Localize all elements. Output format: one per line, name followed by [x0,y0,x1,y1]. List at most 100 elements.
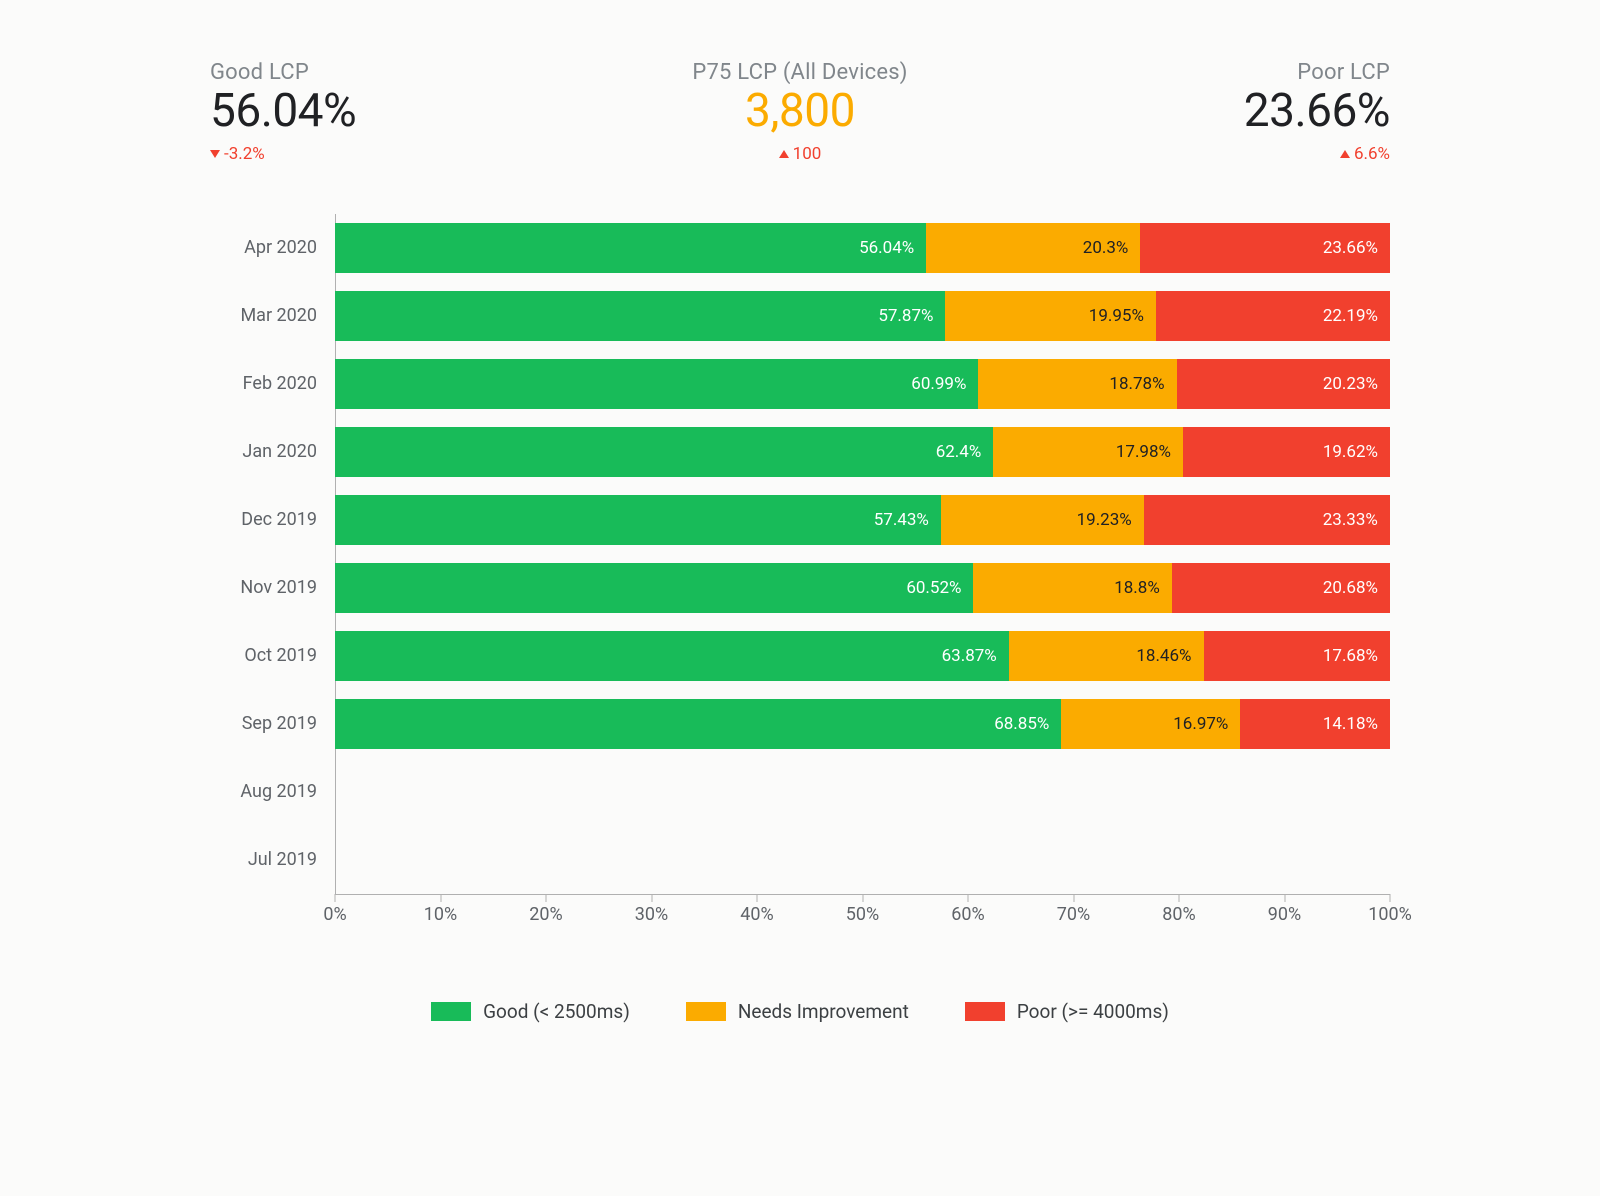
metric-poor-lcp: Poor LCP 23.66% 6.6% [1244,60,1390,164]
chart-row: Apr 202056.04%20.3%23.66% [210,214,1390,282]
row-label: Dec 2019 [210,509,335,530]
x-tick-label: 20% [529,904,562,925]
row-label: Apr 2020 [210,237,335,258]
chart-row: Mar 202057.87%19.95%22.19% [210,282,1390,350]
metric-value: 56.04% [210,85,356,138]
arrow-down-icon [210,150,220,158]
legend-swatch [686,1002,726,1021]
metric-delta-text: -3.2% [224,144,265,164]
x-tick-mark [968,894,969,902]
bar-segment-poor: 23.66% [1140,223,1390,273]
chart-legend: Good (< 2500ms) Needs Improvement Poor (… [210,1000,1390,1023]
x-tick-mark [862,894,863,902]
bar-segment-needs: 17.98% [993,427,1183,477]
stacked-bar: 57.43%19.23%23.33% [335,495,1390,545]
row-label: Aug 2019 [210,781,335,802]
row-plot: 57.87%19.95%22.19% [335,282,1390,350]
row-plot: 63.87%18.46%17.68% [335,622,1390,690]
x-tick-mark [1284,894,1285,902]
bar-segment-good: 68.85% [335,699,1061,749]
bar-segment-good: 57.43% [335,495,941,545]
x-tick-mark [651,894,652,902]
x-tick-label: 70% [1057,904,1090,925]
bar-segment-good: 60.52% [335,563,973,613]
metric-delta: 100 [779,144,822,164]
legend-swatch [431,1002,471,1021]
x-tick-mark [335,894,336,902]
stacked-bar: 57.87%19.95%22.19% [335,291,1390,341]
legend-item-poor: Poor (>= 4000ms) [965,1000,1169,1023]
row-label: Jan 2020 [210,441,335,462]
x-tick-label: 30% [635,904,668,925]
bar-segment-needs: 20.3% [926,223,1140,273]
bar-segment-needs: 18.8% [973,563,1171,613]
bar-segment-needs: 19.95% [945,291,1155,341]
bar-segment-good: 60.99% [335,359,978,409]
chart-row: Oct 201963.87%18.46%17.68% [210,622,1390,690]
bar-segment-poor: 20.68% [1172,563,1390,613]
x-tick-label: 100% [1368,904,1412,925]
legend-item-needs-improvement: Needs Improvement [686,1000,909,1023]
bar-segment-needs: 18.46% [1009,631,1204,681]
metric-label: Good LCP [210,60,309,85]
chart-row: Sep 201968.85%16.97%14.18% [210,690,1390,758]
stacked-bar: 60.52%18.8%20.68% [335,563,1390,613]
bar-segment-needs: 16.97% [1061,699,1240,749]
metric-value: 23.66% [1244,85,1390,138]
stacked-bar: 68.85%16.97%14.18% [335,699,1390,749]
metric-label: P75 LCP (All Devices) [692,60,907,85]
chart-row: Aug 2019 [210,758,1390,826]
bar-segment-poor: 17.68% [1204,631,1391,681]
x-tick-label: 50% [846,904,879,925]
metrics-header: Good LCP 56.04% -3.2% P75 LCP (All Devic… [210,60,1390,164]
row-plot [335,826,1390,894]
chart-row: Feb 202060.99%18.78%20.23% [210,350,1390,418]
x-tick-mark [440,894,441,902]
x-tick-mark [1073,894,1074,902]
bar-segment-good: 56.04% [335,223,926,273]
row-plot [335,758,1390,826]
bar-segment-poor: 19.62% [1183,427,1390,477]
bar-segment-poor: 14.18% [1240,699,1390,749]
chart-row: Dec 201957.43%19.23%23.33% [210,486,1390,554]
metric-label: Poor LCP [1297,60,1390,85]
legend-label: Good (< 2500ms) [483,1000,630,1023]
x-tick-mark [757,894,758,902]
row-plot: 57.43%19.23%23.33% [335,486,1390,554]
x-tick-mark [1390,894,1391,902]
row-plot: 62.4%17.98%19.62% [335,418,1390,486]
metric-value: 3,800 [745,85,855,138]
arrow-up-icon [1340,150,1350,158]
x-tick-mark [1179,894,1180,902]
bar-segment-poor: 22.19% [1156,291,1390,341]
bar-segment-good: 57.87% [335,291,945,341]
legend-label: Poor (>= 4000ms) [1017,1000,1169,1023]
x-tick-label: 40% [740,904,773,925]
bar-segment-good: 63.87% [335,631,1009,681]
x-tick-label: 60% [951,904,984,925]
row-label: Sep 2019 [210,713,335,734]
row-label: Mar 2020 [210,305,335,326]
row-label: Nov 2019 [210,577,335,598]
metric-delta-text: 6.6% [1354,144,1390,164]
metric-delta: 6.6% [1340,144,1390,164]
row-plot: 60.99%18.78%20.23% [335,350,1390,418]
bar-segment-poor: 23.33% [1144,495,1390,545]
metric-delta-text: 100 [793,144,822,164]
legend-label: Needs Improvement [738,1000,909,1023]
metric-good-lcp: Good LCP 56.04% -3.2% [210,60,356,164]
row-label: Jul 2019 [210,849,335,870]
row-plot: 60.52%18.8%20.68% [335,554,1390,622]
row-plot: 56.04%20.3%23.66% [335,214,1390,282]
x-axis-ticks: 0%10%20%30%40%50%60%70%80%90%100% [335,894,1390,930]
row-label: Feb 2020 [210,373,335,394]
chart-row: Nov 201960.52%18.8%20.68% [210,554,1390,622]
bar-segment-needs: 19.23% [941,495,1144,545]
x-tick-mark [546,894,547,902]
x-tick-label: 10% [424,904,457,925]
bar-segment-needs: 18.78% [978,359,1176,409]
lcp-distribution-chart: Apr 202056.04%20.3%23.66%Mar 202057.87%1… [210,214,1390,930]
metric-p75-lcp: P75 LCP (All Devices) 3,800 100 [692,60,907,164]
stacked-bar: 63.87%18.46%17.68% [335,631,1390,681]
row-plot: 68.85%16.97%14.18% [335,690,1390,758]
